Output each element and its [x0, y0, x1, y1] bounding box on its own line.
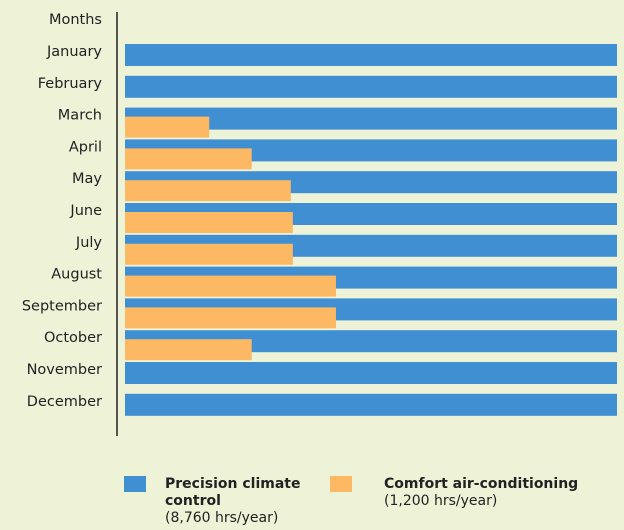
legend-swatch [330, 476, 352, 492]
legend-label: Precision climate control [165, 476, 301, 509]
y-tick-label: November [27, 362, 102, 378]
y-tick-label: October [44, 330, 102, 346]
y-tick-label: August [51, 267, 102, 283]
y-tick-label: May [72, 171, 102, 187]
bar [125, 339, 252, 361]
bar [125, 75, 617, 98]
legend-note: (8,760 hrs/year) [165, 510, 279, 526]
y-tick-label: January [46, 44, 102, 60]
bar [125, 275, 336, 297]
bar [125, 116, 210, 138]
bar [125, 44, 617, 66]
bar [125, 180, 291, 202]
bar [125, 212, 293, 233]
bar [125, 307, 336, 329]
y-tick-label: July [75, 235, 102, 251]
bar [125, 107, 617, 130]
y-tick-label: December [27, 394, 102, 410]
bar [125, 393, 617, 416]
y-tick-label: September [22, 298, 102, 314]
legend-note: (1,200 hrs/year) [384, 493, 498, 509]
y-tick-label: March [58, 108, 102, 124]
bar [125, 243, 293, 265]
legend-label: Comfort air-conditioning [384, 476, 579, 492]
bar [125, 362, 617, 384]
legend-swatch [124, 476, 146, 492]
y-tick-label: June [69, 203, 102, 219]
y-tick-label: February [38, 76, 103, 92]
bar [125, 148, 252, 170]
y-tick-label: April [69, 139, 102, 155]
axis-label: Months [49, 12, 102, 28]
